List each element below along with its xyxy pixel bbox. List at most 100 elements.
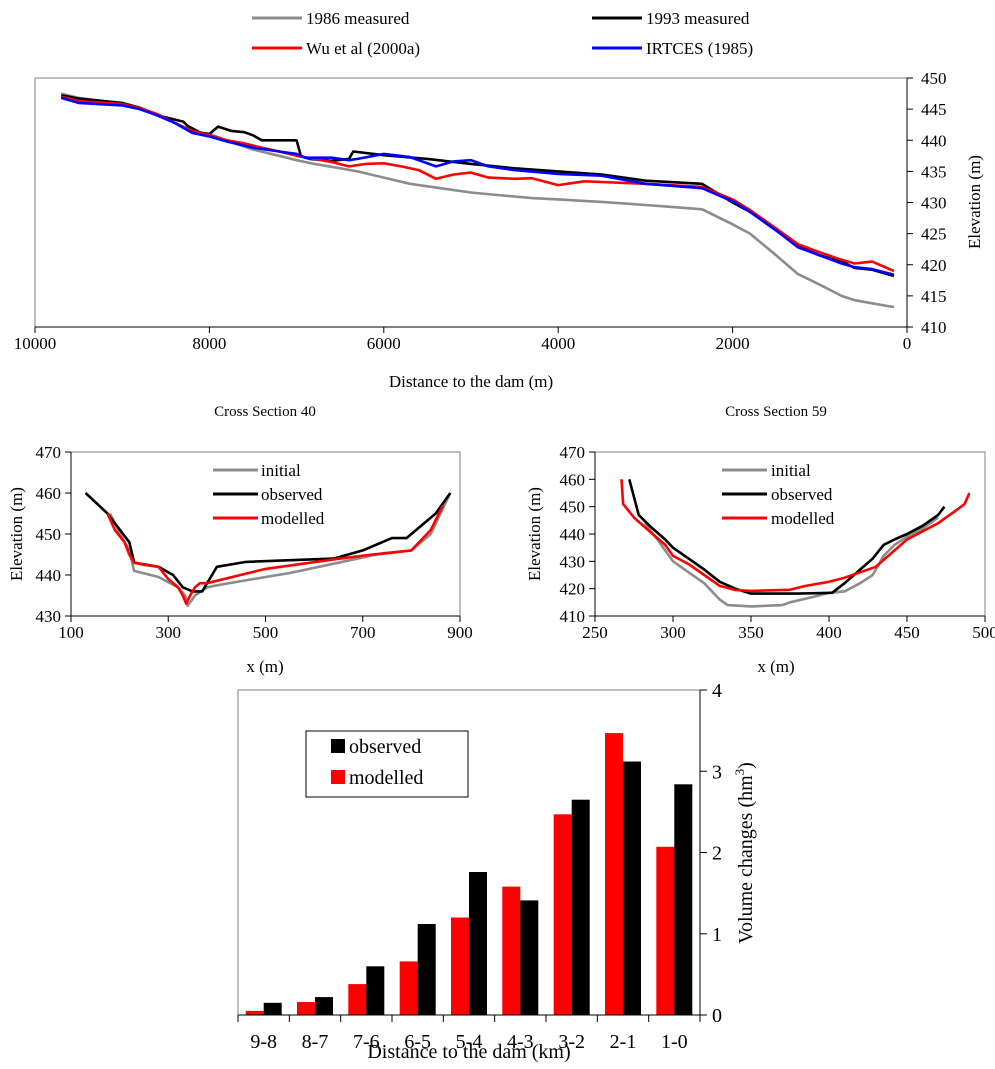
legend-item-1993-measured: 1993 measured [592, 9, 750, 28]
legend-item-modelled: modelled [213, 509, 325, 528]
y-tick-label: 435 [921, 162, 947, 181]
bar-observed-2-1 [623, 761, 641, 1015]
bar-observed-1-0 [674, 784, 693, 1016]
x-tick-label: 8000 [192, 334, 226, 353]
y-tick-label: 1 [712, 924, 722, 946]
legend-item-1986-measured: 1986 measured [252, 9, 410, 28]
bar-modelled-8-7 [297, 1002, 315, 1015]
y-tick-label: 0 [712, 1005, 722, 1027]
legend-swatch [331, 739, 345, 753]
legend-item-observed: observed [213, 485, 323, 504]
y-tick-label: 430 [921, 194, 947, 213]
series-layer [245, 733, 693, 1016]
bar-observed-7-6 [366, 966, 385, 1016]
x-tick-label: 3-2 [558, 1031, 585, 1053]
y-axis-title-superscript: 3 [732, 769, 747, 776]
x-tick-label: 500 [253, 623, 279, 642]
bar-modelled-9-8 [245, 1010, 264, 1015]
x-tick-label: 300 [660, 623, 686, 642]
y-tick-label: 460 [36, 484, 62, 503]
bar-modelled-4-3 [502, 886, 521, 1015]
bar-modelled-2-1 [605, 733, 623, 1015]
series-layer [60, 92, 895, 309]
y-tick-label: 410 [921, 318, 947, 337]
x-tick-label: 450 [894, 623, 920, 642]
x-tick-label: 900 [447, 623, 473, 642]
legend: initial observed modelled [722, 461, 835, 528]
legend: initial observed modelled [213, 461, 325, 528]
y-tick-label: 450 [921, 69, 947, 88]
y-tick-label: 410 [560, 607, 586, 626]
y-tick-label: 445 [921, 100, 947, 119]
legend-label: IRTCES (1985) [646, 39, 753, 58]
y-axis-title: Volume changes (hm3) [732, 762, 757, 944]
bar-observed-4-3 [520, 900, 539, 1015]
legend-label: modelled [349, 767, 423, 789]
bar-modelled-5-4 [451, 917, 469, 1015]
legend-swatch [331, 770, 345, 784]
x-axis-title: x (m) [757, 657, 794, 676]
y-tick-label: 450 [560, 498, 586, 517]
axes-layer: 250 300 350 400 450 500 410 420 430 440 450 460 470 [560, 443, 995, 642]
x-tick-label: 2000 [716, 334, 750, 353]
series-layer [84, 492, 452, 608]
legend-label: 1993 measured [646, 9, 750, 28]
legend-label: initial [261, 461, 301, 480]
series-line-modelled [106, 504, 445, 605]
y-tick-label: 3 [712, 761, 722, 783]
bar-observed-8-7 [315, 997, 333, 1015]
y-tick-label: 440 [560, 525, 586, 544]
x-tick-label: 6000 [367, 334, 401, 353]
cross-section-59-chart: Cross Section 59 initial observed modell… [525, 404, 995, 676]
legend-item-initial: initial [213, 461, 301, 480]
x-tick-label: 0 [903, 334, 912, 353]
y-axis-title-close: ) [735, 762, 757, 769]
y-tick-label: 430 [36, 607, 62, 626]
y-tick-label: 4 [712, 680, 722, 702]
legend-label: initial [771, 461, 811, 480]
x-tick-label: 350 [738, 623, 764, 642]
x-tick-label: 9-8 [250, 1031, 277, 1053]
y-axis-title: Elevation (m) [525, 487, 544, 581]
y-tick-label: 470 [36, 443, 62, 462]
series-line-modelled [620, 479, 971, 593]
legend-item-modelled: modelled [722, 509, 835, 528]
x-tick-label: 1-0 [661, 1031, 688, 1053]
x-tick-label: 8-7 [302, 1031, 329, 1053]
bar-modelled-7-6 [348, 984, 367, 1015]
axes-layer: 9-8 8-7 7-6 6-5 5-4 4-3 3-2 2-1 1-0 0 1 2 3 4 [237, 680, 722, 1053]
legend-label: observed [771, 485, 833, 504]
cross-section-40-chart: Cross Section 40 initial observed modell… [7, 404, 473, 676]
x-tick-label: 100 [58, 623, 84, 642]
y-tick-label: 460 [560, 470, 586, 489]
y-axis-title-main: Volume changes (hm [735, 775, 757, 944]
x-tick-label: 7-6 [353, 1031, 380, 1053]
legend-label: observed [349, 736, 421, 758]
y-tick-label: 470 [560, 443, 586, 462]
volume-changes-chart: 9-8 8-7 7-6 6-5 5-4 4-3 3-2 2-1 1-0 0 1 2 3 4 observe… [237, 680, 757, 1063]
legend-label: modelled [261, 509, 325, 528]
axes-layer: 10000 8000 6000 4000 2000 0 410 415 420 425 430 435… [14, 69, 947, 353]
longitudinal-profile-chart: 1986 measured 1993 measured Wu et al (20… [14, 9, 984, 391]
y-tick-label: 420 [921, 256, 947, 275]
y-tick-label: 2 [712, 843, 722, 865]
panel-title: Cross Section 59 [725, 404, 827, 420]
series-line-wu-et-al-2000a [60, 95, 895, 273]
bar-modelled-6-5 [399, 961, 418, 1015]
legend-label: modelled [771, 509, 835, 528]
legend-item-wu-et-al: Wu et al (2000a) [252, 39, 420, 58]
x-tick-label: 2-1 [610, 1031, 637, 1053]
y-axis-title: Elevation (m) [7, 487, 26, 581]
legend: observed modelled [305, 730, 469, 798]
x-tick-label: 400 [816, 623, 842, 642]
legend-item-irtces: IRTCES (1985) [592, 39, 753, 58]
x-tick-label: 5-4 [456, 1031, 483, 1053]
x-tick-label: 4-3 [507, 1031, 534, 1053]
series-line-initial [643, 516, 939, 608]
x-tick-label: 250 [582, 623, 608, 642]
bar-modelled-3-2 [553, 814, 572, 1015]
legend-label: 1986 measured [306, 9, 410, 28]
bar-observed-9-8 [263, 1002, 282, 1015]
y-tick-label: 415 [921, 287, 947, 306]
